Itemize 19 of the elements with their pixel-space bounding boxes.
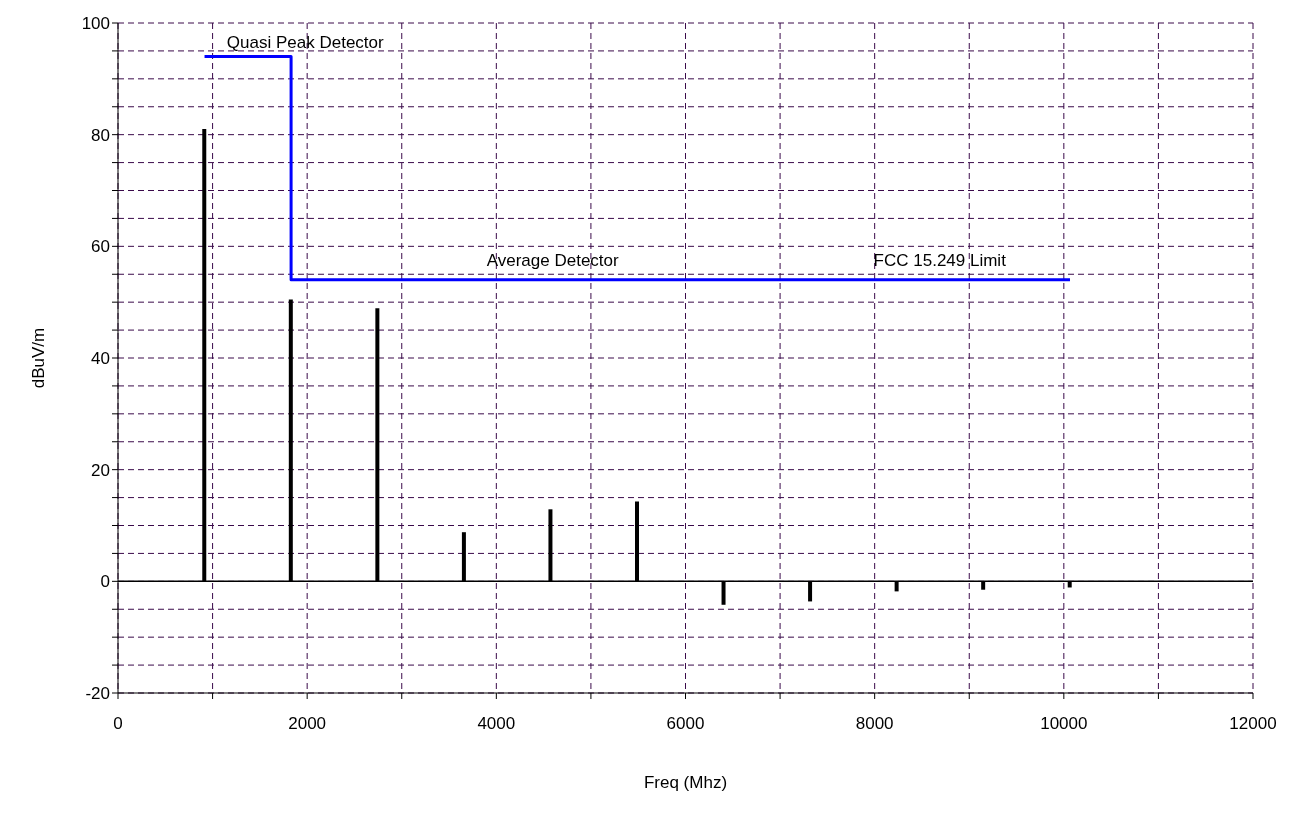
y-tick-label: 40 (91, 349, 110, 369)
x-tick-label: 12000 (1229, 714, 1277, 734)
x-tick-label: 4000 (477, 714, 516, 734)
y-tick-label: 20 (91, 460, 110, 480)
annotation: FCC 15.249 Limit (873, 251, 1007, 271)
y-tick-label: 60 (91, 237, 110, 257)
y-tick-label: 100 (81, 14, 110, 34)
x-tick-label: 6000 (666, 714, 705, 734)
annotation: Average Detector (486, 251, 620, 271)
x-axis-title: Freq (Mhz) (643, 773, 728, 792)
x-tick-label: 2000 (288, 714, 327, 734)
x-tick-label: 8000 (855, 714, 894, 734)
y-tick-label: 80 (91, 125, 110, 145)
x-tick-label: 0 (113, 714, 123, 734)
x-tick-label: 10000 (1040, 714, 1088, 734)
y-tick-label: 0 (100, 572, 110, 592)
y-tick-label: -20 (85, 684, 110, 704)
annotation: Quasi Peak Detector (226, 32, 385, 52)
y-axis-title: dBuV/m (29, 327, 49, 389)
